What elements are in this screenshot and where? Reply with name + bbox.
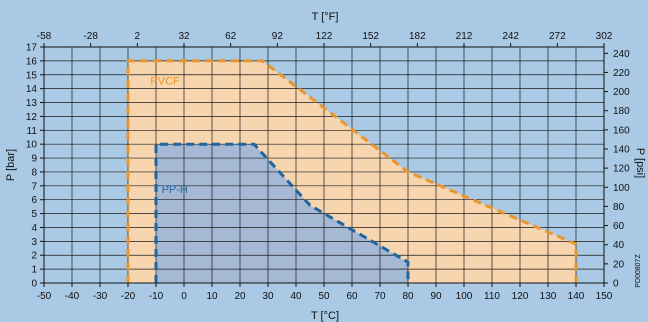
y-right-tick-label: 40 <box>613 240 625 251</box>
x-top-tick-label: 122 <box>316 31 333 42</box>
y-left-tick-label: 7 <box>31 181 37 192</box>
x-bottom-tick-label: 70 <box>374 291 386 302</box>
x-bottom-tick-label: -40 <box>65 291 80 302</box>
x-top-tick-label: 242 <box>502 31 519 42</box>
y-right-tick-label: 20 <box>613 259 625 270</box>
x-bottom-tick-label: 150 <box>596 291 613 302</box>
y-left-tick-label: 14 <box>26 84 38 95</box>
y-left-tick-label: 6 <box>31 195 37 206</box>
x-top-tick-label: 302 <box>596 31 613 42</box>
y-right-tick-label: 240 <box>613 49 630 60</box>
x-bottom-axis-title: T [°C] <box>311 310 339 322</box>
x-bottom-tick-label: 0 <box>181 291 187 302</box>
x-bottom-tick-label: -10 <box>149 291 164 302</box>
x-bottom-tick-label: 30 <box>262 291 274 302</box>
x-bottom-tick-label: 40 <box>290 291 302 302</box>
y-left-tick-label: 5 <box>31 209 37 220</box>
x-bottom-tick-label: 10 <box>206 291 218 302</box>
y-left-tick-label: 12 <box>26 112 38 123</box>
x-bottom-tick-label: 90 <box>430 291 442 302</box>
y-left-tick-label: 13 <box>26 98 38 109</box>
series-boundary-pp-h <box>154 142 410 283</box>
series-boundary-pvcf <box>126 59 578 283</box>
x-bottom-tick-label: 60 <box>346 291 358 302</box>
y-right-tick-label: 180 <box>613 106 630 117</box>
x-bottom-tick-label: -30 <box>93 291 108 302</box>
y-left-tick-label: 2 <box>31 251 37 262</box>
x-top-tick-label: 2 <box>135 31 141 42</box>
y-left-tick-label: 1 <box>31 265 37 276</box>
y-left-tick-label: 9 <box>31 154 37 165</box>
x-bottom-tick-label: 80 <box>402 291 414 302</box>
x-top-tick-label: 152 <box>362 31 379 42</box>
y-right-tick-label: 0 <box>613 279 619 290</box>
x-top-tick-label: 212 <box>456 31 473 42</box>
series-label-pvcf: PVCF <box>150 75 180 87</box>
y-right-tick-label: 100 <box>613 183 630 194</box>
y-right-tick-label: 60 <box>613 221 625 232</box>
y-right-tick-label: 80 <box>613 202 625 213</box>
y-left-tick-label: 15 <box>26 70 38 81</box>
x-bottom-tick-label: 130 <box>540 291 557 302</box>
y-right-axis-title: P [psi] <box>634 148 646 178</box>
y-right-tick-label: 220 <box>613 68 630 79</box>
x-top-tick-label: -28 <box>83 31 98 42</box>
y-right-tick-label: 200 <box>613 87 630 98</box>
y-left-tick-label: 3 <box>31 237 37 248</box>
y-left-tick-label: 10 <box>26 140 38 151</box>
x-top-tick-label: 272 <box>549 31 566 42</box>
y-right-tick-label: 140 <box>613 144 630 155</box>
x-top-tick-label: 32 <box>178 31 190 42</box>
x-top-tick-label: 62 <box>225 31 237 42</box>
x-bottom-tick-label: 140 <box>568 291 585 302</box>
x-top-tick-label: 92 <box>272 31 284 42</box>
axis-ticks: -50 -40 -30 -20 -10 0 10 20 30 40 50 60 70 80 90 100 110… <box>26 31 630 302</box>
x-bottom-tick-label: -20 <box>121 291 136 302</box>
x-top-axis-title: T [°F] <box>312 11 339 23</box>
y-right-tick-label: 160 <box>613 125 630 136</box>
x-bottom-tick-label: 50 <box>318 291 330 302</box>
y-left-axis-title: P [bar] <box>5 149 17 181</box>
y-left-tick-label: 16 <box>26 56 38 67</box>
y-left-tick-label: 17 <box>26 43 38 54</box>
y-left-tick-label: 4 <box>31 223 37 234</box>
x-bottom-tick-label: 20 <box>234 291 246 302</box>
x-bottom-tick-label: 100 <box>456 291 473 302</box>
series-label-pp-h: PP-H <box>162 184 188 196</box>
y-right-tick-label: 120 <box>613 164 630 175</box>
x-bottom-tick-label: -50 <box>37 291 52 302</box>
x-bottom-tick-label: 110 <box>484 291 500 302</box>
y-left-tick-label: 11 <box>27 126 38 137</box>
series-boundaries <box>126 59 578 283</box>
x-top-tick-label: 182 <box>409 31 426 42</box>
x-bottom-tick-label: 120 <box>512 291 529 302</box>
x-top-tick-label: -58 <box>37 31 52 42</box>
y-left-tick-label: 8 <box>31 167 37 178</box>
y-left-tick-label: 0 <box>31 279 37 290</box>
figure-code: PD00807Z <box>635 254 642 288</box>
series-labels: PVCF PP-H <box>150 75 188 195</box>
